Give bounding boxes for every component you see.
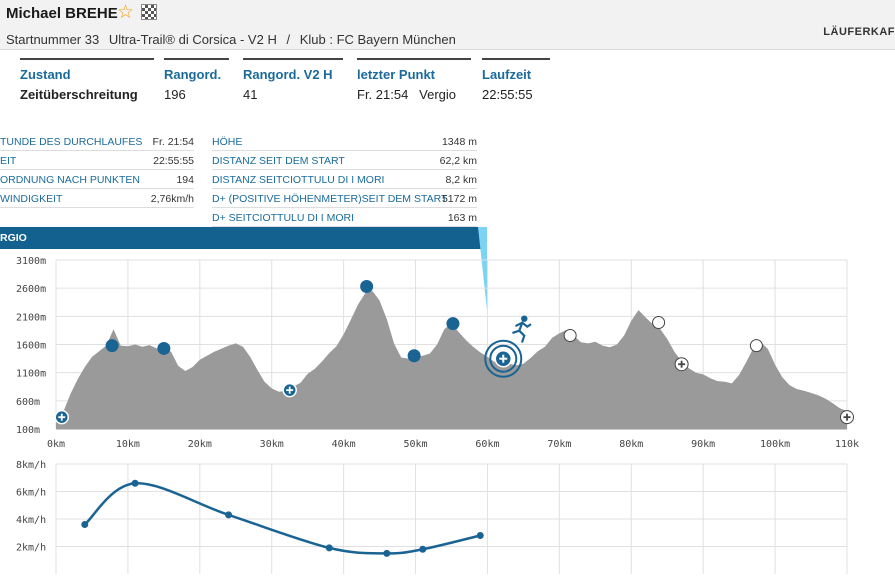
runner-icon — [512, 315, 532, 343]
speed-point[interactable] — [131, 479, 139, 487]
club-name: Klub : FC Bayern München — [299, 32, 456, 47]
stat-label: Laufzeit — [482, 67, 532, 82]
x-tick-label: 20km — [188, 439, 212, 450]
table-row: DISTANZ SEITCIOTTULU DI I MORI 8,2 km — [212, 170, 477, 189]
stat-label: Rangord. — [164, 67, 222, 82]
aid-station-upcoming-icon[interactable] — [840, 410, 854, 425]
race-name: Ultra-Trail® di Corsica - V2 H — [108, 32, 277, 47]
x-tick-label: 50km — [403, 439, 427, 450]
y-tick-label: 4km/h — [16, 515, 46, 526]
checkpoint-upcoming-marker[interactable] — [652, 316, 666, 330]
aid-station-upcoming-icon[interactable] — [674, 357, 689, 372]
checkpoint-upcoming-marker[interactable] — [749, 339, 763, 353]
stat-rank: Rangord. 196 — [164, 58, 229, 102]
checkpoint-passed-marker[interactable] — [360, 279, 374, 293]
stat-value: 22:55:55 — [482, 87, 533, 102]
y-tick-label: 2600m — [16, 284, 46, 295]
aid-station-passed-icon[interactable] — [54, 409, 70, 425]
stat-value: Zeitüberschreitung — [20, 87, 138, 102]
speed-line — [83, 482, 481, 555]
chart-grid — [55, 463, 848, 574]
y-tick-label: 6km/h — [16, 488, 46, 499]
stat-value: Fr. 21:54 Vergio — [357, 87, 471, 102]
y-tick-label: 2100m — [16, 312, 46, 323]
x-tick-label: 30km — [260, 439, 284, 450]
y-tick-label: 8km/h — [16, 460, 46, 471]
checkered-flag-icon[interactable] — [141, 4, 157, 20]
last-point-time: Fr. 21:54 — [357, 87, 409, 102]
runner-name: Michael BREHE — [6, 5, 118, 22]
elevation-area — [56, 291, 847, 429]
stat-label: Zustand — [20, 67, 71, 82]
x-tick-label: 100km — [760, 439, 790, 450]
point-details-table: HÖHE 1348 m DISTANZ SEIT DEM START 62,2 km… — [212, 132, 477, 227]
y-tick-label: 1100m — [16, 369, 46, 380]
table-row: DISTANZ SEIT DEM START 62,2 km — [212, 151, 477, 170]
elevation-profile-chart[interactable]: 100m 600m 1100m 1600m 2100m 2600m 3100m 0km 10km… — [0, 252, 895, 452]
y-tick-label: 2km/h — [16, 543, 46, 554]
axis-labels: 8km/h 6km/h 4km/h 2km/h — [16, 460, 46, 554]
speed-chart[interactable]: 8km/h 6km/h 4km/h 2km/h — [0, 456, 895, 576]
x-tick-label: 80km — [619, 439, 643, 450]
speed-point[interactable] — [419, 545, 427, 553]
runner-card-link[interactable]: LÄUFERKAF — [823, 26, 895, 38]
passage-details-table: TUNDE DES DURCHLAUFES Fr. 21:54 EIT 22:55:… — [0, 132, 194, 208]
point-banner: RGIO — [0, 227, 487, 249]
table-row: HÖHE 1348 m — [212, 132, 477, 151]
stat-category-rank: Rangord. V2 H 41 — [243, 58, 343, 102]
checkpoint-passed-marker[interactable] — [446, 317, 460, 331]
x-tick-label: 70km — [547, 439, 571, 450]
checkpoint-passed-marker[interactable] — [105, 339, 119, 353]
table-row: D+ (POSITIVE HÖHENMETER)SEIT DEM START 51… — [212, 189, 477, 208]
stat-status: Zustand Zeitüberschreitung — [20, 58, 154, 102]
bib-number: Startnummer 33 — [6, 32, 100, 47]
stat-label: Rangord. V2 H — [243, 67, 333, 82]
table-row: EIT 22:55:55 — [0, 151, 194, 170]
checkpoint-passed-marker[interactable] — [407, 349, 421, 363]
speed-point[interactable] — [476, 532, 484, 539]
point-banner-label: RGIO — [0, 232, 27, 244]
speed-points — [81, 479, 484, 557]
star-outline-icon[interactable]: ☆ — [117, 2, 135, 23]
x-tick-label: 0km — [47, 439, 65, 450]
x-tick-label: 110k — [835, 439, 859, 450]
y-tick-label: 100m — [16, 425, 40, 436]
speed-point[interactable] — [81, 521, 89, 528]
x-tick-label: 90km — [691, 439, 715, 450]
stat-value: 41 — [243, 87, 258, 102]
current-position-marker[interactable] — [484, 339, 523, 378]
stat-value: 196 — [164, 87, 186, 102]
last-point-name: Vergio — [419, 87, 457, 102]
x-tick-label: 60km — [475, 439, 499, 450]
stat-label: letzter Punkt — [357, 67, 436, 82]
speed-point[interactable] — [325, 544, 333, 552]
table-row: D+ SEITCIOTTULU DI I MORI 163 m — [212, 208, 477, 227]
chart-markers — [54, 279, 854, 425]
checkpoint-upcoming-marker[interactable] — [563, 328, 577, 342]
runner-subline: Startnummer 33 Ultra-Trail® di Corsica -… — [6, 32, 462, 47]
y-tick-label: 3100m — [16, 256, 46, 267]
x-tick-label: 10km — [116, 439, 140, 450]
x-tick-label: 40km — [332, 439, 356, 450]
axis-labels: 100m 600m 1100m 1600m 2100m 2600m 3100m 0km 10km… — [16, 256, 859, 450]
separator: / — [286, 32, 291, 47]
y-tick-label: 600m — [16, 397, 40, 408]
table-row: TUNDE DES DURCHLAUFES Fr. 21:54 — [0, 132, 194, 151]
stat-race-time: Laufzeit 22:55:55 — [482, 58, 550, 102]
speed-point[interactable] — [383, 549, 391, 557]
checkpoint-passed-marker[interactable] — [157, 341, 171, 355]
speed-point[interactable] — [225, 511, 233, 519]
table-row: ORDNUNG NACH PUNKTEN 194 — [0, 170, 194, 189]
stat-last-point: letzter Punkt Fr. 21:54 Vergio — [357, 58, 471, 102]
aid-station-passed-icon[interactable] — [282, 382, 297, 398]
table-row: WINDIGKEIT 2,76km/h — [0, 189, 194, 208]
y-tick-label: 1600m — [16, 341, 46, 352]
runner-header: Michael BREHE ☆ Startnummer 33 Ultra-Tra… — [0, 0, 895, 50]
